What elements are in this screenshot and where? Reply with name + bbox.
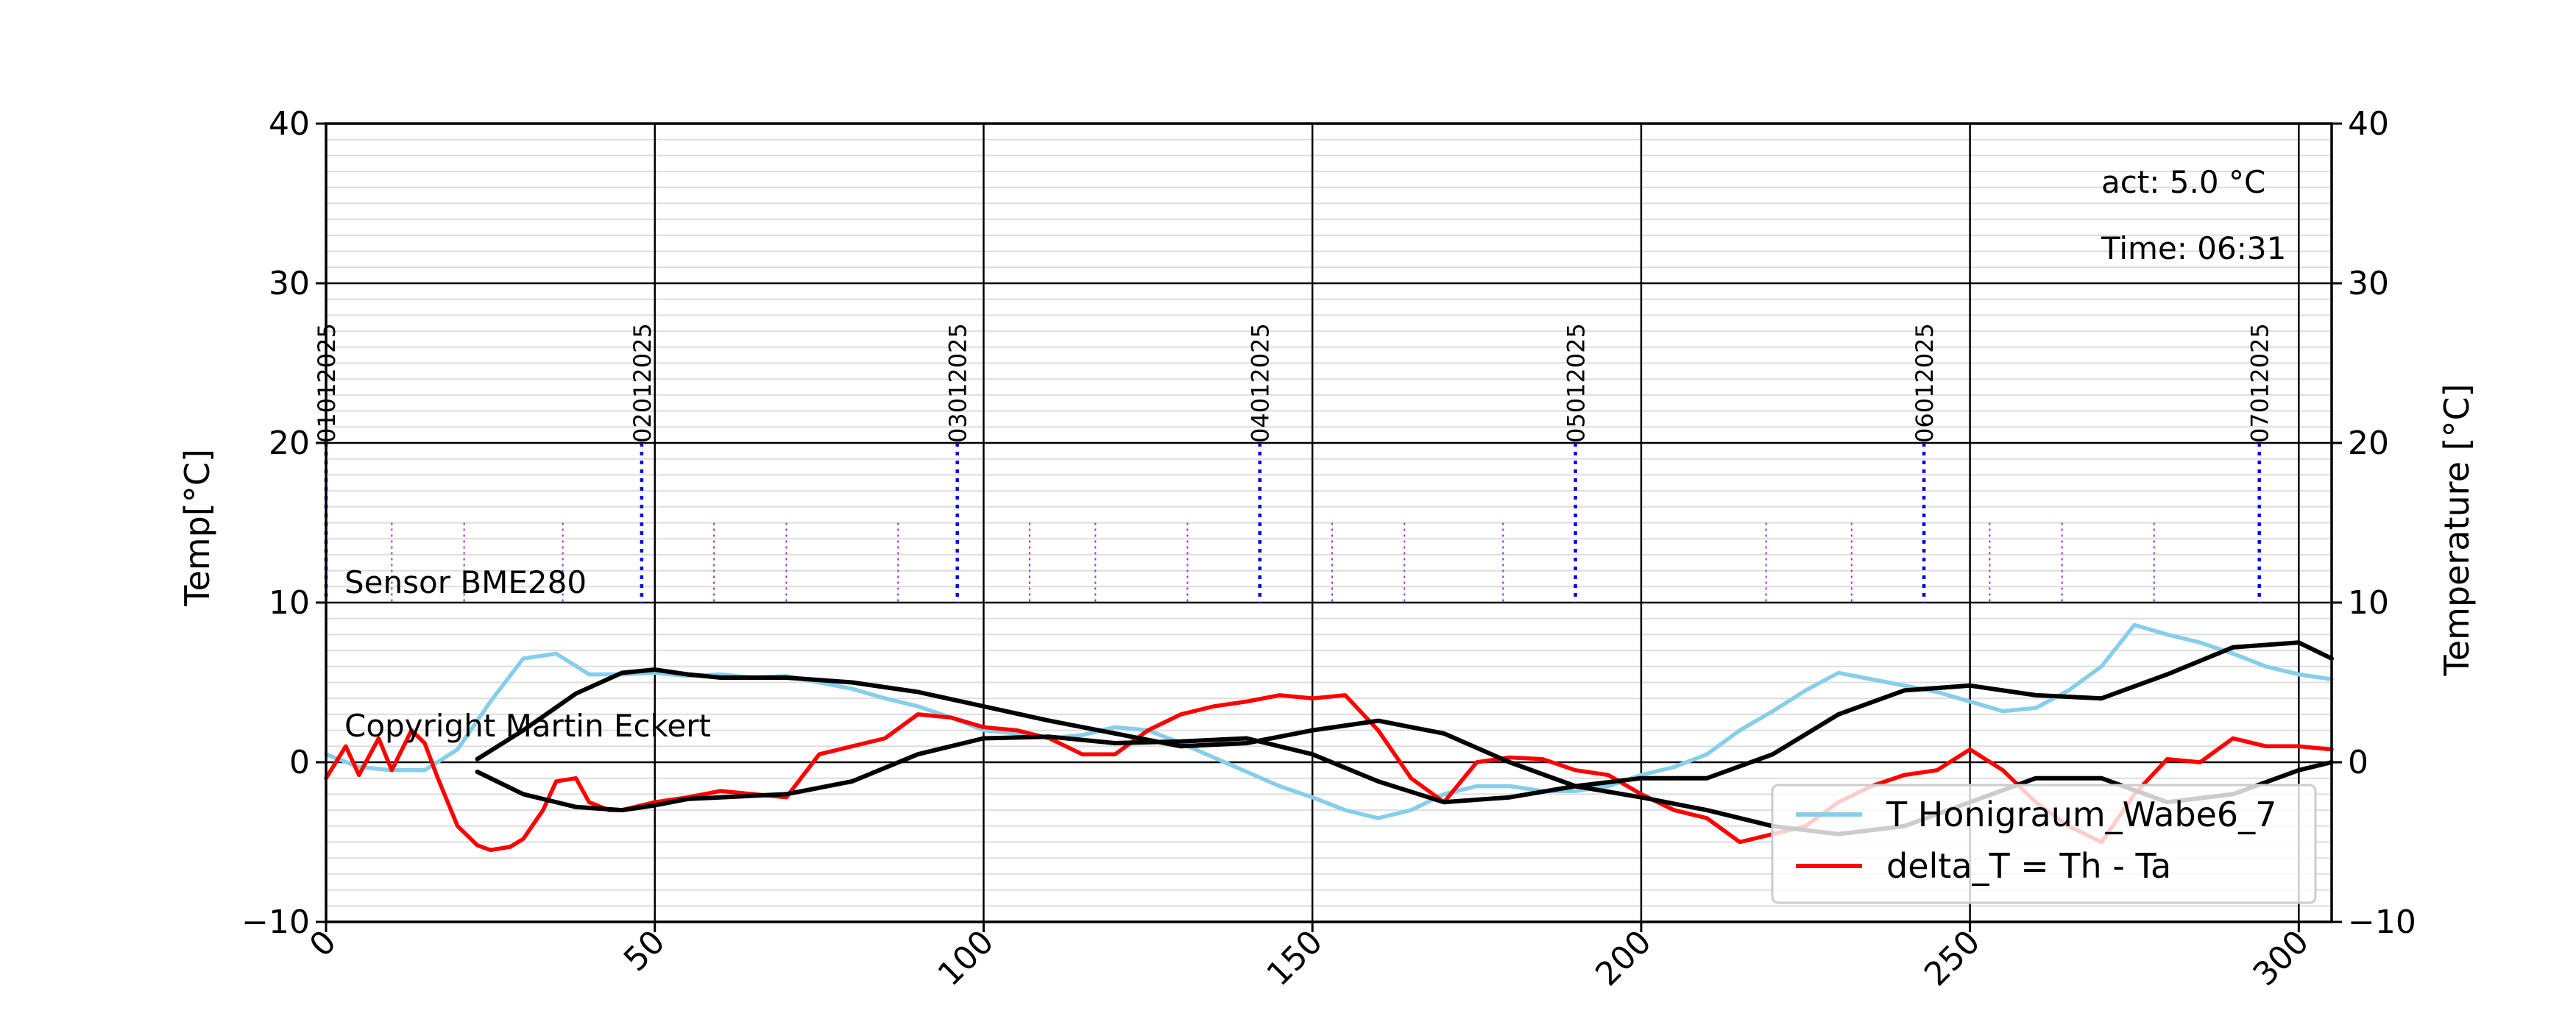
y-tick-label-left: 30 xyxy=(269,265,310,302)
y-axis-label-right: Temperature [°C] xyxy=(2437,383,2477,676)
sensor-annotation: Sensor BME280 xyxy=(344,564,587,600)
x-tick-label: 150 xyxy=(1259,923,1329,993)
date-marker-label: 03012025 xyxy=(944,323,972,443)
date-marker-label: 07012025 xyxy=(2246,323,2274,443)
copyright-annotation: Copyright Martin Eckert xyxy=(344,708,711,744)
date-marker-label: 05012025 xyxy=(1563,323,1590,443)
time-annotation: Time: 06:31 xyxy=(2101,230,2286,266)
y-tick-label-left: 40 xyxy=(269,105,310,143)
date-marker-label: 02012025 xyxy=(629,323,657,443)
y-tick-label-left: 20 xyxy=(269,425,310,462)
series-line-0 xyxy=(324,622,2334,820)
series-line-3 xyxy=(475,640,2334,813)
y-tick-label-right: 0 xyxy=(2348,744,2368,781)
x-tick-label: 300 xyxy=(2246,923,2316,993)
legend-label-honigraum: T Honigraum_Wabe6_7 xyxy=(1886,795,2276,834)
series-line-2 xyxy=(475,667,2334,837)
y-tick-label-left: −10 xyxy=(241,904,310,941)
x-tick-label: 200 xyxy=(1588,923,1658,993)
y-axis-label-left: Temp[°C] xyxy=(177,449,217,607)
date-marker-label: 04012025 xyxy=(1247,323,1275,443)
act-value-annotation: act: 5.0 °C xyxy=(2101,164,2265,200)
y-tick-label-right: 40 xyxy=(2348,105,2389,143)
y-tick-label-right: −10 xyxy=(2348,904,2416,941)
legend-box xyxy=(1771,784,2317,904)
y-tick-label-right: 20 xyxy=(2348,425,2389,462)
y-tick-label-right: 30 xyxy=(2348,265,2389,302)
legend-label-delta: delta_T = Th - Ta xyxy=(1886,846,2171,886)
y-tick-label-right: 10 xyxy=(2348,584,2389,622)
series-line-1 xyxy=(324,693,2334,853)
legend: T Honigraum_Wabe6_7 delta_T = Th - Ta xyxy=(1771,784,2317,904)
x-tick-label: 50 xyxy=(617,923,673,979)
x-tick-label: 250 xyxy=(1917,923,1987,993)
plot-frame xyxy=(325,122,2333,923)
y-tick-label-left: 10 xyxy=(269,584,310,622)
y-tick-label-left: 0 xyxy=(289,744,310,781)
date-marker-label: 06012025 xyxy=(1911,323,1939,443)
x-tick-label: 100 xyxy=(931,923,1001,993)
